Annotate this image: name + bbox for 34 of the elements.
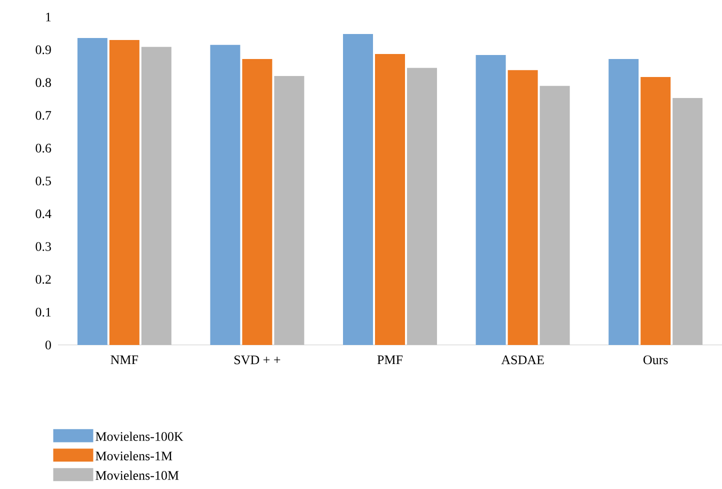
- x-tick-label: Ours: [643, 356, 668, 364]
- y-tick-label: 1: [46, 12, 51, 22]
- legend-label: Movielens-100K: [96, 432, 184, 441]
- x-tick-label: SVD + +: [234, 356, 280, 364]
- bar: [640, 77, 671, 345]
- x-tick-label: PMF: [377, 356, 403, 364]
- bar: [540, 86, 570, 345]
- y-tick-label: 0.4: [36, 209, 52, 218]
- y-tick-label: 0.5: [36, 176, 51, 186]
- bar: [343, 34, 373, 345]
- x-tick-label: ASDAE: [501, 356, 544, 364]
- legend-label: Movielens-1M: [96, 451, 172, 460]
- y-tick-label: 0.3: [36, 242, 51, 252]
- y-tick-label: 0.1: [36, 308, 51, 317]
- bar: [672, 98, 703, 345]
- bar: [375, 54, 405, 345]
- bar: [274, 76, 304, 345]
- bar: [608, 58, 639, 345]
- y-tick-label: 0.6: [36, 144, 52, 153]
- legend-label: Movielens-10M: [96, 470, 179, 480]
- bar: [242, 58, 272, 345]
- bar: [210, 44, 240, 345]
- bar: [508, 70, 538, 345]
- bar: [407, 68, 437, 345]
- bar: [476, 55, 506, 345]
- bar: [109, 40, 140, 345]
- x-tick-label: NMF: [110, 356, 138, 364]
- y-tick-label: 0.9: [36, 45, 51, 54]
- y-tick-label: 0: [45, 340, 51, 350]
- y-tick-label: 0.8: [36, 78, 51, 88]
- y-tick-label: 0.2: [36, 274, 51, 284]
- y-tick-label: 0.7: [36, 110, 52, 120]
- bar: [141, 46, 172, 345]
- bar: [77, 38, 108, 345]
